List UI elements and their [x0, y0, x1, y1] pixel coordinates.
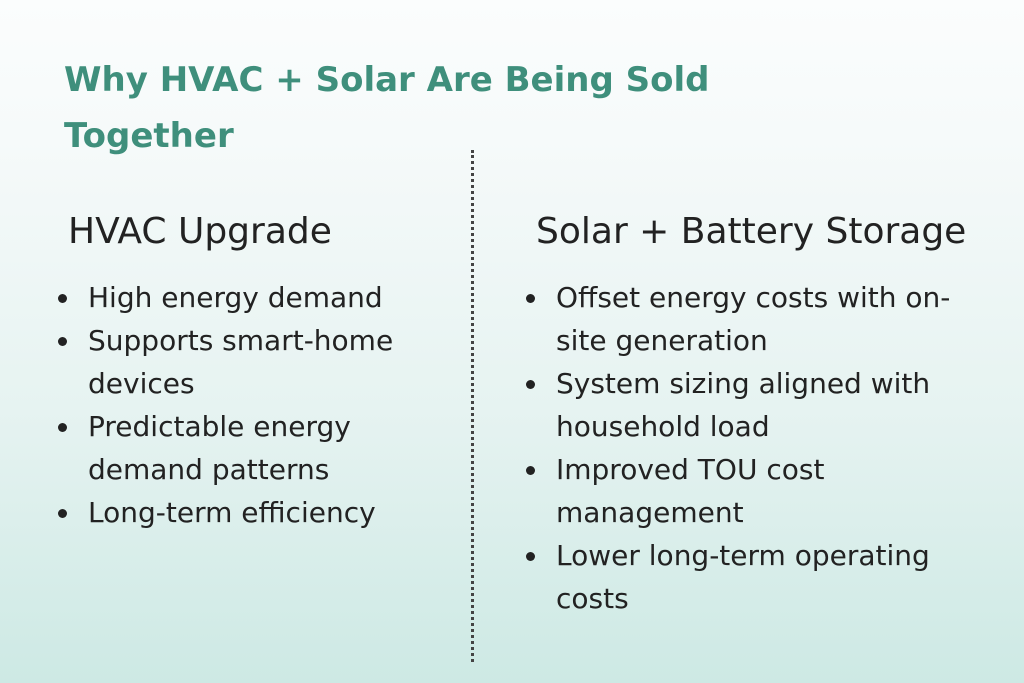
bullet-item: Improved TOU cost management: [550, 448, 984, 534]
bullet-list: Offset energy costs with on-site generat…: [514, 276, 984, 620]
divider: [471, 150, 474, 662]
bullet-item: System sizing aligned with household loa…: [550, 362, 984, 448]
bullet-item: Lower long-term operating costs: [550, 534, 984, 620]
title: Why HVAC + Solar Are Being Sold Together: [64, 60, 710, 156]
column: HVAC Upgrade High energy demandSupports s…: [46, 208, 446, 534]
bullet-item: High energy demand: [82, 276, 446, 319]
bullet-item: Long-term efficiency: [82, 491, 446, 534]
bullet-item: Offset energy costs with on-site generat…: [550, 276, 984, 362]
column-heading: Solar + Battery Storage: [536, 211, 967, 252]
bullet-list: High energy demandSupports smart-home de…: [46, 276, 446, 534]
bullet-item: Predictable energy demand patterns: [82, 405, 446, 491]
column-heading: HVAC Upgrade: [68, 211, 332, 252]
column: Solar + Battery Storage Offset energy cos…: [514, 208, 984, 620]
bullet-item: Supports smart-home devices: [82, 319, 446, 405]
